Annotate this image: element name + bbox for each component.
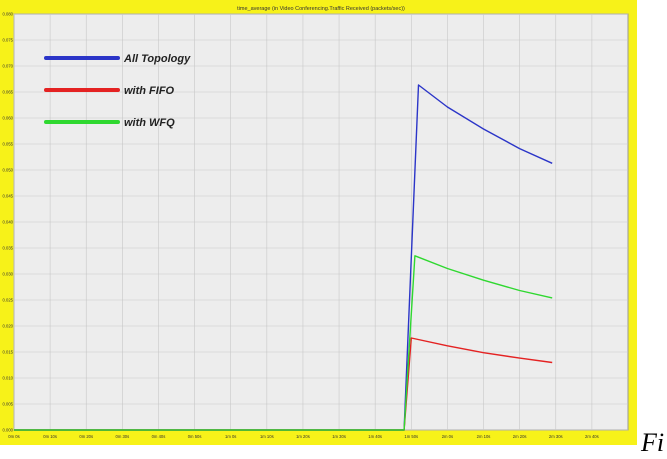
x-tick-label: 1m 0s (225, 434, 236, 439)
x-tick-label: 2m 10s (477, 434, 491, 439)
series-lines (14, 84, 553, 431)
legend: All Topology with FIFO with WFQ (44, 53, 191, 129)
y-tick-label: 0.030 (3, 272, 14, 277)
x-tick-label: 0m 50s (188, 434, 202, 439)
x-tick-label: 0m 30s (115, 434, 129, 439)
y-tick-label: 0.000 (3, 428, 14, 433)
axes: 0.000 0.005 0.010 0.015 0.020 0.025 0.030 0.035… (3, 12, 599, 440)
x-tick-label: 2m 20s (513, 434, 527, 439)
x-tick-label: 0m 0s (8, 434, 19, 439)
series-line-3 (14, 255, 553, 431)
y-tick-label: 0.005 (3, 402, 14, 407)
x-tick-label: 1m 20s (296, 434, 310, 439)
y-tick-label: 0.045 (3, 194, 14, 199)
x-tick-label: 2m 30s (549, 434, 563, 439)
y-tick-label: 0.060 (3, 116, 14, 121)
grid-lines (13, 13, 628, 431)
y-tick-label: 0.065 (3, 90, 14, 95)
y-tick-label: 0.075 (3, 38, 14, 43)
y-tick-label: 0.070 (3, 64, 14, 69)
legend-label: with FIFO (124, 85, 175, 97)
figure-caption: Fi (641, 428, 665, 457)
x-tick-label: 1m 10s (260, 434, 274, 439)
x-tick-label: 2m 0s (442, 434, 453, 439)
legend-label: with WFQ (124, 117, 175, 129)
x-tick-label: 0m 20s (79, 434, 93, 439)
y-tick-label: 0.035 (3, 246, 14, 251)
x-tick-label: 2m 40s (585, 434, 599, 439)
x-tick-label: 0m 40s (152, 434, 166, 439)
chart-title: time_average (in Video Conferencing.Traf… (237, 6, 405, 12)
y-tick-label: 0.055 (3, 142, 14, 147)
x-tick-label: 1m 50s (404, 434, 418, 439)
y-tick-label: 0.080 (3, 12, 14, 17)
y-tick-label: 0.040 (3, 220, 14, 225)
x-tick-label: 1m 30s (332, 434, 346, 439)
x-tick-label: 1m 40s (368, 434, 382, 439)
x-tick-label: 0m 10s (43, 434, 57, 439)
y-tick-label: 0.010 (3, 376, 14, 381)
y-tick-label: 0.050 (3, 168, 14, 173)
y-tick-label: 0.015 (3, 350, 14, 355)
legend-label: All Topology (123, 53, 191, 65)
y-tick-label: 0.025 (3, 298, 14, 303)
y-tick-label: 0.020 (3, 324, 14, 329)
